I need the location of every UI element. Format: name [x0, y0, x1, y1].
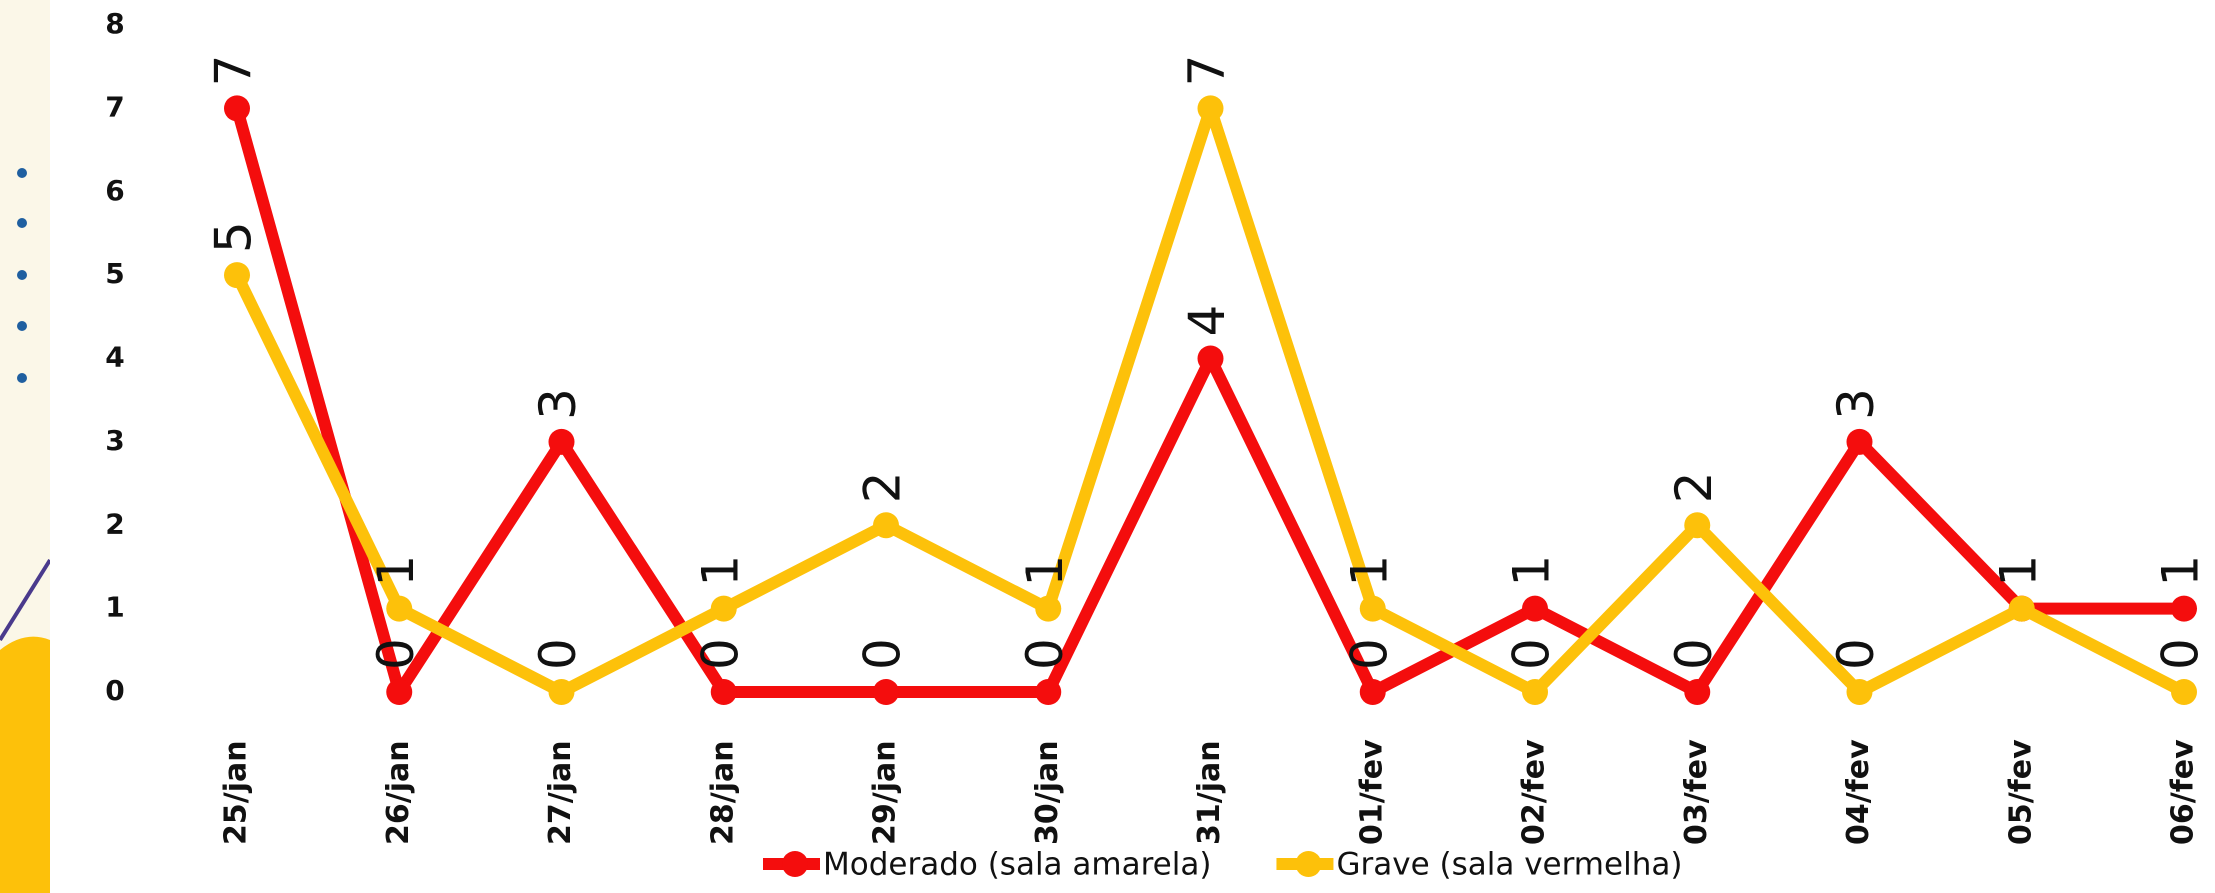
point — [711, 596, 737, 622]
data-label: 0 — [691, 638, 749, 670]
data-label: 0 — [1665, 638, 1723, 670]
data-label: 0 — [529, 638, 587, 670]
x-tick-label: 31/jan — [1192, 740, 1227, 845]
x-tick-label: 27/jan — [543, 740, 578, 845]
data-label: 0 — [367, 638, 425, 670]
data-label: 0 — [1340, 638, 1398, 670]
x-tick-label: 05/fev — [2003, 739, 2038, 845]
x-tick-label: 04/fev — [1841, 739, 1876, 845]
y-tick-label: 2 — [105, 507, 124, 540]
y-tick-label: 0 — [105, 674, 124, 707]
x-tick-label: 26/jan — [381, 740, 416, 845]
legend-label: Moderado (sala amarela) — [823, 847, 1211, 883]
y-tick-label: 5 — [105, 257, 124, 290]
decor-shape — [0, 637, 50, 893]
data-label: 2 — [854, 471, 912, 503]
x-tick-label: 03/fev — [1679, 739, 1714, 845]
point — [1522, 679, 1548, 705]
point — [2171, 596, 2197, 622]
data-label: 5 — [205, 221, 263, 253]
data-label: 2 — [1665, 471, 1723, 503]
data-label: 1 — [1340, 555, 1398, 587]
data-label: 7 — [1178, 55, 1236, 87]
y-tick-label: 4 — [105, 341, 124, 374]
data-label: 0 — [1503, 638, 1561, 670]
plot-bg — [50, 0, 2215, 893]
point — [386, 596, 412, 622]
x-tick-label: 02/fev — [1517, 739, 1552, 845]
chart: 0 1 2 3 4 5 6 7 8 25/jan 26/jan 27/jan 28/jan 29/jan 3… — [0, 0, 2215, 893]
point — [1522, 596, 1548, 622]
x-tick-label: 28/jan — [705, 740, 740, 845]
data-label: 4 — [1178, 305, 1236, 337]
point — [1035, 679, 1061, 705]
y-tick-label: 7 — [105, 90, 124, 123]
data-label: 1 — [367, 555, 425, 587]
point — [1198, 95, 1224, 121]
point — [711, 679, 737, 705]
point — [873, 512, 899, 538]
legend-marker — [1295, 851, 1321, 877]
point — [1684, 512, 1710, 538]
y-tick-label: 6 — [105, 174, 124, 207]
point — [1684, 679, 1710, 705]
data-label: 1 — [1989, 555, 2047, 587]
data-label: 0 — [1827, 638, 1885, 670]
legend-label: Grave (sala vermelha) — [1336, 847, 1682, 883]
point — [549, 679, 575, 705]
data-label: 1 — [2152, 555, 2210, 587]
point — [224, 262, 250, 288]
data-label: 7 — [205, 55, 263, 87]
point — [873, 679, 899, 705]
x-tick-label: 29/jan — [868, 740, 903, 845]
point — [1198, 346, 1224, 372]
legend-marker — [782, 851, 808, 877]
point — [2009, 596, 2035, 622]
data-label: 1 — [691, 555, 749, 587]
data-label: 0 — [1016, 638, 1074, 670]
x-tick-label: 25/jan — [219, 740, 254, 845]
point — [386, 679, 412, 705]
page: 0 1 2 3 4 5 6 7 8 25/jan 26/jan 27/jan 28/jan 29/jan 3… — [0, 0, 2215, 893]
point — [1847, 429, 1873, 455]
point — [224, 95, 250, 121]
point — [1360, 596, 1386, 622]
point — [1035, 596, 1061, 622]
data-label: 1 — [1503, 555, 1561, 587]
point — [1847, 679, 1873, 705]
data-label: 0 — [2152, 638, 2210, 670]
x-tick-label: 30/jan — [1030, 740, 1065, 845]
point — [1360, 679, 1386, 705]
x-tick-label: 01/fev — [1354, 739, 1389, 845]
data-label: 1 — [1016, 555, 1074, 587]
point — [549, 429, 575, 455]
y-tick-label: 3 — [105, 424, 124, 457]
data-label: 3 — [529, 388, 587, 420]
data-label: 0 — [854, 638, 912, 670]
x-tick-label: 06/fev — [2166, 739, 2201, 845]
point — [2171, 679, 2197, 705]
y-tick-label: 1 — [105, 591, 124, 624]
y-tick-label: 8 — [105, 7, 124, 40]
data-label: 3 — [1827, 388, 1885, 420]
